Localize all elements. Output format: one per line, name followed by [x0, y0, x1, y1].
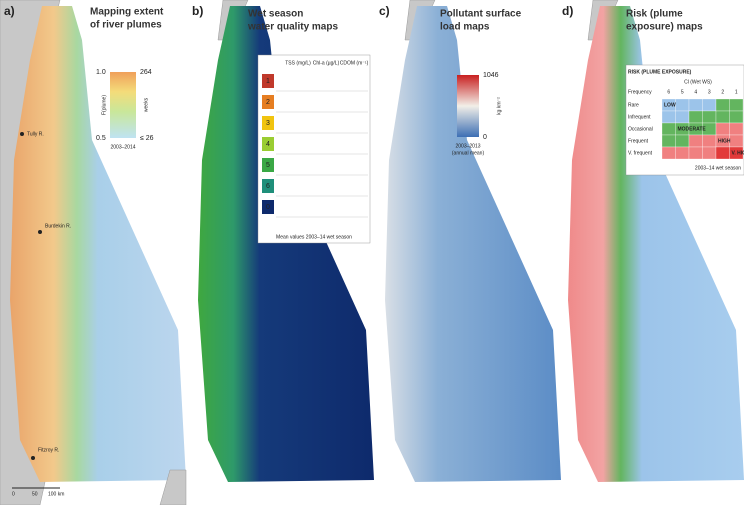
legend-label: 1.0 — [96, 69, 106, 76]
place-label: Fitzroy R. — [38, 447, 59, 453]
place-dot — [20, 132, 24, 136]
table-header: Chl-a (µg/L) — [313, 60, 340, 66]
column-label: 1 — [735, 89, 738, 95]
panel-b: b) Wet season water quality maps TSS (mg… — [192, 0, 374, 482]
panel-label: a) — [4, 4, 15, 18]
title: Mapping extent — [90, 7, 164, 18]
table — [258, 55, 370, 243]
risk-cell — [689, 99, 703, 111]
risk-level: HIGH — [718, 138, 731, 144]
legend-label: ≤ 26 — [140, 135, 154, 142]
panel-label: d) — [562, 4, 573, 18]
risk-cell — [730, 123, 744, 135]
class-label: 4 — [266, 141, 270, 148]
risk-cell — [662, 135, 676, 147]
class-label: 1 — [266, 78, 270, 85]
table-header: Frequency — [628, 89, 652, 95]
risk-cell — [703, 147, 717, 159]
risk-cell — [716, 147, 730, 159]
place-label: Tully R. — [27, 131, 44, 137]
legend-period: (annual mean) — [452, 150, 485, 156]
risk-cell — [703, 135, 717, 147]
risk-cell — [689, 135, 703, 147]
table-header: CDOM (m⁻¹) — [340, 60, 369, 66]
title: Wet season — [248, 9, 303, 20]
title: Risk (plume — [626, 9, 683, 20]
risk-cell — [689, 147, 703, 159]
panel-c: c) Pollutant surface load maps 1046 0 kg… — [379, 0, 561, 482]
risk-level: V. HIGH — [732, 150, 744, 156]
column-label: 5 — [681, 89, 684, 95]
legend-period: 2003–2013 — [455, 143, 480, 149]
place-dot — [38, 230, 42, 234]
panel-label: c) — [379, 4, 390, 18]
place-dot — [31, 456, 35, 460]
risk-level: MODERATE — [678, 126, 707, 132]
table-note: 2003–14 wet season — [695, 165, 741, 171]
risk-cell — [662, 147, 676, 159]
class-label: 3 — [266, 120, 270, 127]
class-label: 2 — [266, 99, 270, 106]
row-label: V. frequent — [628, 150, 653, 156]
legend-bar — [457, 75, 479, 137]
legend-axis: weeks — [143, 97, 149, 112]
title: water quality maps — [247, 22, 338, 33]
risk-cell — [662, 111, 676, 123]
scale-label: 100 km — [48, 491, 64, 497]
risk-cell — [676, 99, 690, 111]
risk-cell — [676, 111, 690, 123]
scale-label: 50 — [32, 491, 38, 497]
table-header: Cl (Wet WS) — [684, 79, 712, 85]
risk-cell — [730, 99, 744, 111]
risk-cell — [730, 135, 744, 147]
legend-period: 2003–2014 — [110, 144, 135, 150]
legend-label: 0 — [483, 134, 487, 141]
risk-cell — [716, 123, 730, 135]
column-label: 4 — [694, 89, 697, 95]
legend-axis: kg km⁻² — [496, 97, 502, 115]
row-label: Frequent — [628, 138, 649, 144]
legend-label: 1046 — [483, 72, 499, 79]
risk-cell — [703, 111, 717, 123]
legend-bar — [110, 72, 136, 138]
risk-cell — [689, 111, 703, 123]
figure: a) Mapping extent of river plumes 1.0 0.… — [0, 0, 744, 505]
legend-axis: F(plume) — [101, 95, 107, 115]
legend-label: 264 — [140, 69, 152, 76]
title: load maps — [440, 22, 490, 33]
title: exposure) maps — [626, 22, 703, 33]
risk-cell — [676, 135, 690, 147]
risk-level: LOW — [664, 102, 676, 108]
table-header: TSS (mg/L) — [285, 60, 311, 66]
table-note: Mean values 2003–14 wet season — [276, 234, 352, 240]
risk-cell — [676, 147, 690, 159]
title: Pollutant surface — [440, 9, 522, 20]
scale-label: 0 — [12, 491, 15, 497]
risk-cell — [716, 99, 730, 111]
column-label: 3 — [708, 89, 711, 95]
risk-cell — [716, 111, 730, 123]
panel-label: b) — [192, 4, 203, 18]
row-label: Infrequent — [628, 114, 651, 120]
row-label: Occasional — [628, 126, 653, 132]
class-label: 5 — [266, 162, 270, 169]
column-label: 6 — [667, 89, 670, 95]
map — [10, 6, 186, 482]
table-title: RISK (PLUME EXPOSURE) — [628, 69, 692, 75]
risk-cell — [703, 99, 717, 111]
title: of river plumes — [90, 20, 162, 31]
column-label: 2 — [721, 89, 724, 95]
place-label: Burdekin R. — [45, 223, 71, 229]
row-label: Rare — [628, 102, 639, 108]
risk-cell — [730, 111, 744, 123]
class-label: 6 — [266, 183, 270, 190]
legend-label: 0.5 — [96, 135, 106, 142]
panel-a: a) Mapping extent of river plumes 1.0 0.… — [0, 0, 186, 505]
risk-cell — [662, 123, 676, 135]
class-label: 0 — [266, 204, 270, 211]
panel-d: d) Risk (plume exposure) maps RISK (PLUM… — [562, 0, 744, 482]
